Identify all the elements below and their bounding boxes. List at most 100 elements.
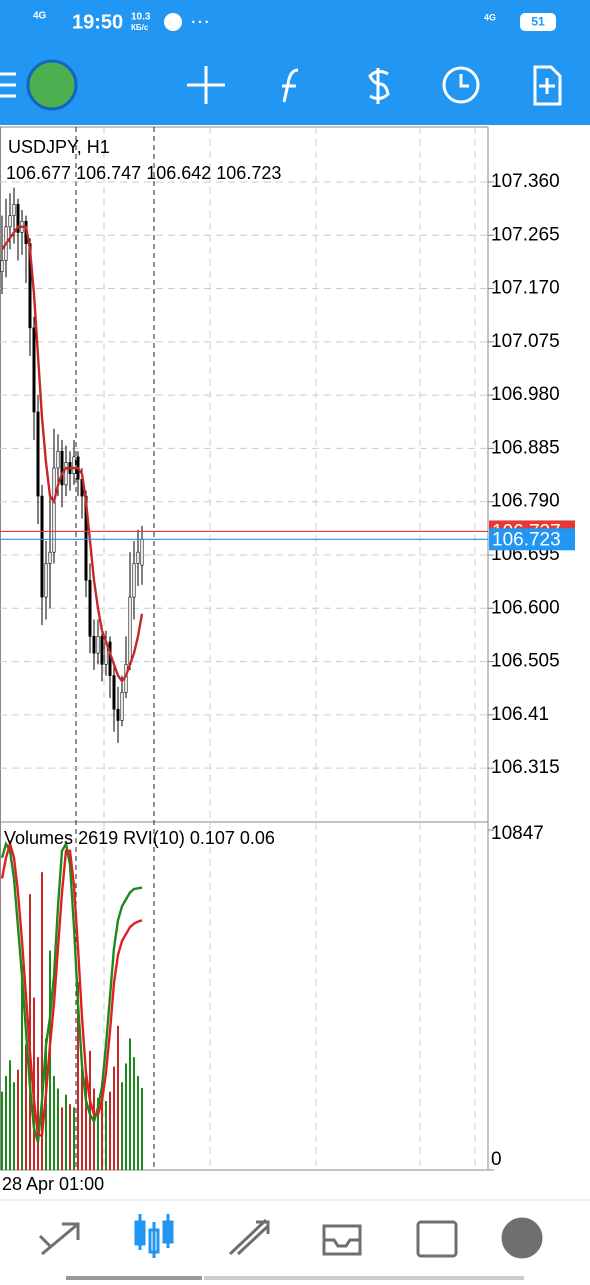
volume-last: 2619 (78, 828, 118, 848)
price-tag-label: 106.723 (492, 529, 561, 550)
volume-bar (21, 966, 23, 1170)
net-speed: 10.3 (131, 12, 151, 23)
toolbar (0, 59, 562, 111)
y-tick-label: 107.075 (491, 331, 560, 352)
volume-bar (33, 997, 35, 1170)
volume-bar (61, 1107, 63, 1170)
volume-bar (77, 981, 79, 1170)
volume-bar (85, 1075, 87, 1170)
candle-body (64, 462, 68, 486)
volume-bar (129, 1038, 131, 1170)
volume-bar (141, 1087, 143, 1170)
chart-tab[interactable] (134, 1214, 174, 1258)
candle-body (40, 495, 44, 598)
ohlc-readout: 106.677 106.747 106.642 106.723 (6, 163, 281, 183)
symbol-title: USDJPY, H1 (8, 137, 110, 157)
battery (520, 13, 556, 31)
y-tick-label: 107.360 (491, 171, 560, 192)
indicators-button[interactable] (282, 68, 299, 103)
high: 106.747 (76, 163, 141, 183)
volume-bar (101, 1082, 103, 1170)
indicator-readout: Volumes 2619 RVI(10) 0.107 0.06 (4, 828, 275, 848)
rvi-title: RVI(10) (123, 828, 185, 848)
volume-bar (9, 1060, 11, 1170)
menu-button[interactable] (0, 72, 16, 98)
volume-bar (109, 1091, 111, 1170)
volume-bar (81, 1060, 83, 1170)
news-tab[interactable] (416, 1220, 458, 1258)
volume-bar (133, 1057, 135, 1170)
history-tab[interactable] (322, 1224, 362, 1256)
candle-body (8, 215, 12, 228)
volume-bar (73, 1107, 75, 1170)
volume-bar (29, 894, 31, 1170)
y-tick-label: 107.265 (491, 224, 560, 245)
y-tick-label: 106.600 (491, 597, 560, 618)
candle-body (72, 456, 76, 474)
y-tick-label: 106.41 (491, 704, 549, 725)
y-tick-label: 10847 (491, 823, 544, 844)
volume-bar (117, 1025, 119, 1170)
candle-body (44, 563, 48, 598)
y-tick-label: 106.505 (491, 651, 560, 672)
volume-bar (97, 1097, 99, 1170)
home-indicator (204, 1276, 524, 1280)
period-hands (459, 74, 469, 88)
volume-bar (53, 1075, 55, 1170)
trade-button[interactable] (368, 68, 390, 104)
y-tick-label: 0 (491, 1149, 502, 1170)
tab-indicator (66, 1276, 202, 1280)
telegram-icon (164, 13, 182, 31)
candle-body (132, 563, 136, 598)
candle-body (92, 636, 96, 654)
candle-body (140, 538, 144, 566)
y-tick-label: 107.170 (491, 278, 560, 299)
period-separators (75, 127, 155, 1170)
candle-body (36, 411, 40, 497)
volume-bar (69, 1104, 71, 1170)
candle-body (100, 636, 104, 665)
vertical-grid (103, 127, 476, 1170)
more-icon: ··· (190, 10, 210, 32)
volume-bar (41, 872, 43, 1170)
volume-bar (57, 1088, 59, 1170)
rvi-main: 0.107 (190, 828, 235, 848)
chat-tab[interactable] (501, 1217, 543, 1259)
candle-body (136, 551, 140, 564)
crosshair-button[interactable] (187, 66, 225, 104)
y-tick-label: 106.315 (491, 757, 560, 778)
volume-bar (121, 1082, 123, 1170)
candle-body (96, 636, 100, 654)
candle-body (52, 467, 56, 553)
period-button[interactable] (442, 66, 480, 104)
indicator-line (1, 225, 144, 684)
volume-bar (17, 1069, 19, 1170)
network: 4G (33, 11, 47, 22)
y-tick-label: 106.885 (491, 437, 560, 458)
candle-body (116, 708, 120, 721)
indicator-line (0, 840, 143, 1143)
candle-body (128, 596, 132, 665)
logo[interactable] (26, 59, 78, 111)
low: 106.642 (146, 163, 211, 183)
quotes-tab[interactable] (38, 1222, 80, 1256)
candle-body (120, 692, 124, 721)
plot: 107.360 107.265 107.170 107.075 106.980 106.8… (0, 171, 560, 1171)
clock: 19:50 (72, 11, 123, 33)
bottom-nav (38, 1214, 543, 1259)
volume-bar (137, 1075, 139, 1170)
battery-level: 51 (531, 15, 545, 29)
volume-bar (113, 1066, 115, 1170)
indicator-line (0, 839, 143, 1137)
volume-bar (105, 1101, 107, 1170)
candle-body (12, 204, 16, 216)
trade-tab[interactable] (228, 1218, 270, 1256)
y-tick-label: 106.980 (491, 384, 560, 405)
volume-title: Volumes (4, 828, 73, 848)
volume-bar (65, 1094, 67, 1170)
new-order-button[interactable] (533, 65, 562, 106)
price-tag (489, 528, 575, 551)
volume-bar (5, 1075, 7, 1170)
y-tick-label: 106.790 (491, 491, 560, 512)
